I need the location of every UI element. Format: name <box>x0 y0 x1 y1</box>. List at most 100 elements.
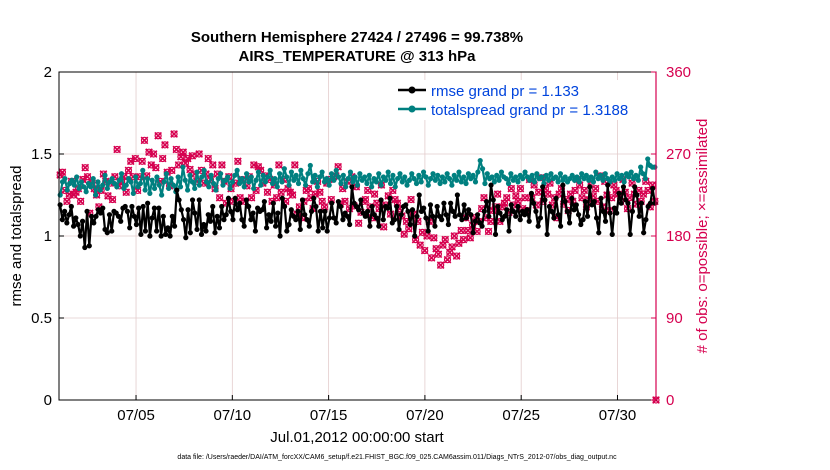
totalspread-point <box>496 177 502 183</box>
rmse-point <box>517 217 523 223</box>
obs-point <box>81 163 90 172</box>
rmse-point <box>185 207 191 213</box>
grid-lines <box>59 72 656 400</box>
rmse-point <box>396 226 402 233</box>
totalspread-point <box>576 179 582 185</box>
rmse-point <box>421 205 427 211</box>
rmse-point <box>73 215 79 221</box>
rmse-point <box>340 217 346 223</box>
rmse-point <box>140 203 146 210</box>
rmse-point <box>322 208 328 214</box>
totalspread-point <box>425 182 431 188</box>
obs-possible-marker <box>83 173 92 181</box>
rmse-point <box>100 205 106 211</box>
rmse-point <box>241 223 247 229</box>
rmse-point <box>109 228 115 234</box>
rmse-point <box>151 205 157 211</box>
obs-assimilated-marker <box>234 157 242 166</box>
obs-point <box>215 193 224 202</box>
obs-possible-marker <box>291 161 299 169</box>
rmse-point <box>430 213 436 219</box>
rmse-point <box>88 213 95 219</box>
obs-possible-marker <box>400 230 408 238</box>
rmse-point <box>490 197 496 203</box>
totalspread-point <box>265 174 271 180</box>
totalspread-point <box>144 176 151 182</box>
rmse-point <box>412 233 418 239</box>
totalspread-point <box>529 172 535 178</box>
obs-assimilated-marker <box>151 163 160 172</box>
rmse-point <box>573 202 579 208</box>
totalspread-point <box>435 172 441 178</box>
obs-point <box>441 235 450 244</box>
totalspread-point <box>307 162 313 169</box>
totalspread-point <box>597 172 604 178</box>
obs-assimilated-marker <box>511 192 520 200</box>
obs-possible-marker <box>484 227 493 236</box>
rmse-point <box>281 203 288 210</box>
rmse-point <box>277 233 283 239</box>
totalspread-point <box>253 177 259 183</box>
rmse-point <box>145 200 151 206</box>
legend-rmse-marker <box>408 86 416 94</box>
obs-possible-marker <box>263 188 272 196</box>
totalspread-point <box>508 171 514 177</box>
rmse-point <box>129 203 135 210</box>
rmse-point <box>380 217 386 223</box>
rmse-point <box>127 225 133 231</box>
totalspread-point <box>255 169 261 175</box>
totalspread-point <box>378 182 384 188</box>
rmse-point <box>122 203 128 210</box>
right-tick-label: 360 <box>666 64 691 81</box>
rmse-point <box>308 208 315 214</box>
rmse-point <box>347 221 353 228</box>
totalspread-point <box>557 171 564 177</box>
rmse-point <box>59 217 65 223</box>
obs-possible-marker <box>277 188 285 196</box>
rmse-point <box>320 225 326 231</box>
obs-point <box>263 188 272 197</box>
rmse-point <box>450 208 456 214</box>
totalspread-point <box>444 171 450 177</box>
rmse-point <box>284 228 290 234</box>
obs-point <box>316 188 324 197</box>
obs-possible-marker <box>418 228 427 236</box>
rmse-point <box>335 198 342 205</box>
obs-assimilated-marker <box>131 154 140 163</box>
totalspread-point <box>484 171 490 177</box>
totalspread-point <box>248 174 254 180</box>
rmse-point <box>131 213 137 219</box>
rmse-point <box>474 212 481 218</box>
obs-possible-marker <box>204 154 212 163</box>
obs-assimilated-marker <box>420 246 429 255</box>
rmse-point <box>486 213 492 219</box>
rmse-point <box>331 215 337 221</box>
totalspread-point <box>463 180 469 187</box>
totalspread-point <box>74 174 80 180</box>
obs-point <box>418 228 427 237</box>
rmse-point <box>149 215 155 221</box>
obs-assimilated-marker <box>580 186 589 195</box>
obs-possible-marker <box>437 261 445 269</box>
totalspread-point <box>100 182 106 188</box>
rmse-point <box>434 203 440 210</box>
obs-assimilated-marker <box>379 223 388 231</box>
rmse-point <box>230 217 236 223</box>
obs-assimilated-marker <box>252 186 260 195</box>
rmse-point <box>86 243 92 249</box>
obs-possible-marker <box>275 161 283 169</box>
obs-point <box>484 227 493 236</box>
obs-possible-marker <box>209 161 217 169</box>
rmse-point <box>526 218 532 224</box>
obs-assimilated-marker <box>423 232 431 240</box>
obs-assimilated-marker <box>204 154 213 163</box>
obs-possible-marker <box>152 164 160 172</box>
totalspread-point <box>413 180 420 187</box>
totalspread-point <box>229 179 236 185</box>
obs-possible-marker <box>364 186 372 195</box>
rmse-point <box>97 210 104 216</box>
rmse-point <box>57 202 63 208</box>
totalspread-point <box>262 179 269 185</box>
rmse-point <box>189 197 196 203</box>
totalspread-point <box>154 174 160 180</box>
